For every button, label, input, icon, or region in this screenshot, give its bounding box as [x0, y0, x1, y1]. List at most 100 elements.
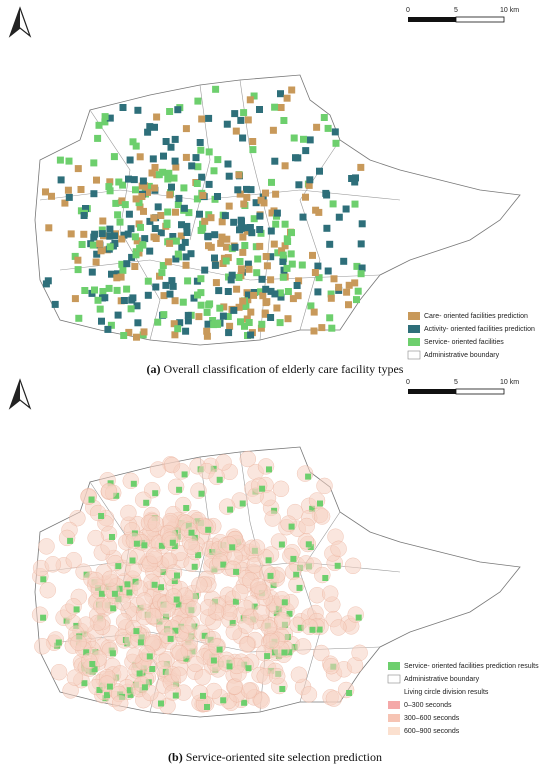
- facility-cell: [121, 201, 129, 209]
- facility-cell: [293, 282, 301, 289]
- facility-cell: [330, 275, 338, 283]
- facility-cell: [245, 665, 252, 672]
- facility-cell: [184, 317, 192, 325]
- facility-cell: [324, 124, 332, 132]
- facility-cell: [164, 175, 172, 183]
- facility-cell: [243, 185, 250, 193]
- map-panel: 0 5 10 km Care- oriented facilities predict…: [8, 6, 535, 376]
- facility-cell: [137, 639, 144, 646]
- facility-cell: [123, 285, 131, 293]
- facility-cell: [75, 314, 83, 322]
- facility-cell: [198, 173, 206, 181]
- facility-cell: [166, 191, 174, 199]
- facility-cell: [120, 297, 128, 304]
- facility-cell: [233, 285, 241, 293]
- legend-label: Care- oriented facilities prediction: [424, 313, 528, 320]
- facility-cell: [279, 258, 287, 265]
- facility-cell: [263, 262, 271, 270]
- facility-cell: [335, 213, 343, 221]
- facility-cell: [247, 331, 255, 339]
- facility-cell: [94, 134, 102, 142]
- living-circle: [274, 612, 291, 629]
- facility-cell: [127, 691, 134, 698]
- living-circle: [232, 583, 249, 601]
- facility-cell: [292, 154, 299, 162]
- facility-cell: [201, 632, 208, 639]
- facility-cell: [67, 230, 75, 238]
- facility-cell: [198, 115, 206, 123]
- facility-cell: [258, 320, 266, 328]
- facility-cell: [80, 230, 88, 238]
- facility-cell: [182, 125, 190, 133]
- facility-cell: [109, 650, 116, 657]
- facility-cell: [184, 311, 192, 319]
- facility-cell: [40, 576, 47, 583]
- facility-cell: [221, 212, 229, 220]
- facility-cell: [158, 584, 164, 591]
- facility-cell: [51, 300, 59, 308]
- living-circle: [112, 695, 129, 712]
- facility-cell: [65, 193, 73, 201]
- facility-cell: [81, 680, 88, 687]
- facility-cell: [318, 324, 326, 332]
- facility-cell: [42, 188, 49, 196]
- facility-cell: [183, 505, 190, 511]
- facility-cell: [312, 206, 320, 214]
- north-arrow-half: [10, 380, 20, 408]
- facility-cell: [254, 255, 262, 263]
- facility-cell: [244, 116, 252, 124]
- facility-cell: [178, 221, 185, 229]
- facility-cell: [183, 222, 191, 230]
- facility-cell: [328, 324, 336, 332]
- facility-cell: [144, 291, 152, 299]
- facility-cell: [118, 197, 126, 205]
- facility-cell: [284, 238, 292, 245]
- legend-label: 300–600 seconds: [404, 715, 460, 722]
- living-circle: [330, 619, 347, 636]
- facility-cell: [119, 104, 127, 111]
- facility-cell: [93, 176, 100, 184]
- facility-cell: [151, 184, 159, 192]
- facility-cell: [232, 598, 239, 605]
- facility-cell: [106, 225, 114, 233]
- facility-cell: [229, 544, 236, 551]
- living-circle: [290, 666, 308, 683]
- facility-cell: [220, 697, 227, 704]
- facility-cell: [249, 146, 257, 154]
- facility-cell: [140, 207, 147, 215]
- facility-cell: [334, 562, 341, 569]
- facility-cell: [135, 199, 143, 207]
- facility-cell: [169, 539, 176, 546]
- district-boundary: [59, 259, 381, 281]
- facility-cell: [148, 169, 156, 177]
- scale-label: 10 km: [500, 7, 519, 14]
- facility-cell: [236, 226, 243, 234]
- facility-cell: [150, 214, 158, 222]
- facility-cell: [149, 155, 157, 163]
- facility-cell: [243, 224, 251, 232]
- facility-cell: [314, 288, 322, 296]
- facility-cell: [123, 260, 131, 268]
- facility-cell: [216, 646, 223, 653]
- facility-cell: [280, 117, 288, 124]
- facility-cell: [212, 85, 220, 93]
- facility-cell: [197, 275, 205, 283]
- facility-cell: [233, 568, 240, 575]
- facility-cell: [139, 241, 147, 249]
- living-circle: [184, 600, 202, 618]
- facility-cell: [326, 314, 334, 322]
- facility-cell: [357, 240, 365, 248]
- facility-cell: [92, 258, 100, 266]
- facility-cell: [96, 305, 104, 313]
- facility-cell: [204, 232, 212, 240]
- facility-cell: [112, 199, 120, 207]
- facility-cell: [67, 537, 74, 544]
- living-circle: [100, 482, 118, 500]
- facility-cell: [248, 229, 256, 237]
- facility-cell: [176, 319, 184, 327]
- scale-label: 5: [454, 379, 458, 386]
- facility-cell: [171, 157, 179, 165]
- facility-cell: [96, 240, 104, 248]
- facility-cell: [244, 260, 252, 268]
